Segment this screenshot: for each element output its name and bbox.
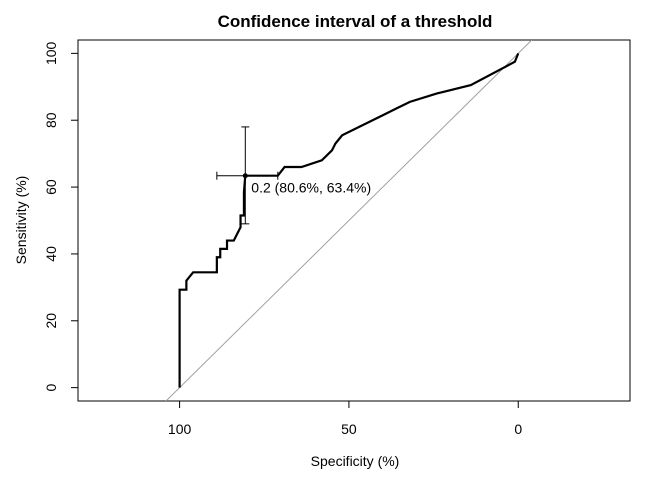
y-tick-label: 100 bbox=[43, 41, 59, 65]
reference-diagonal bbox=[165, 40, 533, 401]
y-tick-label: 40 bbox=[43, 246, 59, 262]
threshold-label: 0.2 (80.6%, 63.4%) bbox=[251, 180, 371, 196]
plot-area: 0.2 (80.6%, 63.4%) bbox=[165, 40, 533, 401]
y-tick-label: 60 bbox=[43, 179, 59, 195]
y-tick-label: 20 bbox=[43, 313, 59, 329]
roc-curve bbox=[178, 52, 520, 388]
x-tick-label: 50 bbox=[341, 421, 357, 437]
x-axis-label: Specificity (%) bbox=[311, 453, 400, 469]
y-tick-label: 0 bbox=[43, 384, 59, 392]
y-tick-label: 80 bbox=[43, 112, 59, 128]
x-tick-label: 0 bbox=[514, 421, 522, 437]
threshold-point bbox=[242, 173, 248, 179]
plot-frame bbox=[77, 39, 631, 402]
y-axis-label: Sensitivity (%) bbox=[13, 176, 29, 265]
chart-title: Confidence interval of a threshold bbox=[218, 12, 493, 31]
x-tick-label: 100 bbox=[168, 421, 192, 437]
axis-ticks: 100 50 0 0 20 40 60 80 100 bbox=[43, 41, 522, 437]
